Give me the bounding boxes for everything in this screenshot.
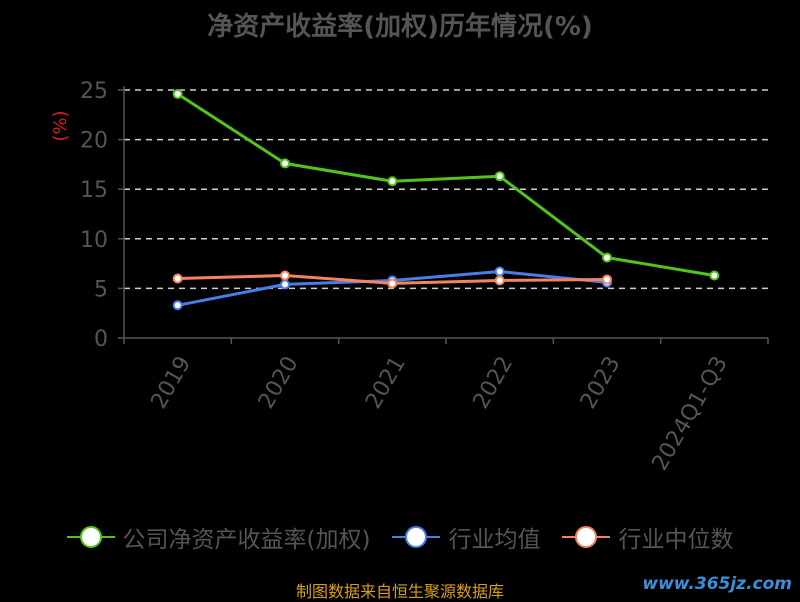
data-point — [387, 278, 398, 289]
legend-item[interactable]: 行业均值 — [392, 520, 540, 554]
y-tick-label: 0 — [94, 327, 108, 352]
data-point — [494, 266, 505, 277]
data-point — [172, 273, 183, 284]
data-point — [280, 158, 290, 169]
legend-swatch — [66, 525, 115, 549]
legend-swatch-marker — [575, 526, 598, 548]
data-point — [387, 176, 398, 187]
data-point — [172, 88, 183, 99]
data-point — [709, 270, 720, 281]
x-tick-label: 2023 — [576, 352, 626, 413]
legend: 公司净资产收益率(加权) 行业均值 行业中位数 — [0, 520, 800, 554]
watermark: www.365jz.com — [642, 574, 792, 594]
gridlines — [124, 89, 768, 290]
legend-item[interactable]: 公司净资产收益率(加权) — [66, 520, 371, 554]
data-point — [172, 300, 183, 311]
y-axis-label: (%) — [50, 110, 71, 141]
legend-swatch-marker — [79, 526, 102, 548]
series-line-0 — [176, 92, 715, 277]
y-tick-label: 15 — [80, 178, 108, 203]
data-point — [602, 252, 612, 263]
data-point — [602, 274, 612, 285]
series-lines — [176, 92, 715, 307]
y-tick-label: 5 — [94, 277, 108, 302]
legend-label: 行业均值 — [448, 527, 541, 553]
y-tick-label: 25 — [80, 79, 108, 104]
legend-label: 行业中位数 — [618, 527, 734, 553]
data-points — [172, 88, 720, 311]
legend-label: 公司净资产收益率(加权) — [122, 527, 371, 553]
y-tick-label: 10 — [80, 228, 108, 253]
data-source-note: 制图数据来自恒生聚源数据库 — [295, 582, 504, 601]
x-tick-label: 2019 — [147, 352, 197, 413]
x-tick-label: 2020 — [254, 352, 304, 413]
legend-item[interactable]: 行业中位数 — [562, 520, 733, 554]
chart-title: 净资产收益率(加权)历年情况(%) — [207, 12, 593, 42]
data-point — [280, 270, 290, 281]
x-tick-label: 2024Q1-Q3 — [648, 352, 733, 475]
data-point — [280, 279, 290, 290]
legend-swatch — [562, 525, 611, 549]
legend-swatch-marker — [405, 526, 428, 548]
x-tick-label: 2022 — [469, 352, 519, 413]
y-tick-label: 20 — [80, 129, 108, 154]
data-point — [494, 275, 505, 286]
data-point — [494, 171, 505, 182]
legend-swatch — [392, 525, 441, 549]
x-tick-label: 2021 — [361, 352, 411, 413]
